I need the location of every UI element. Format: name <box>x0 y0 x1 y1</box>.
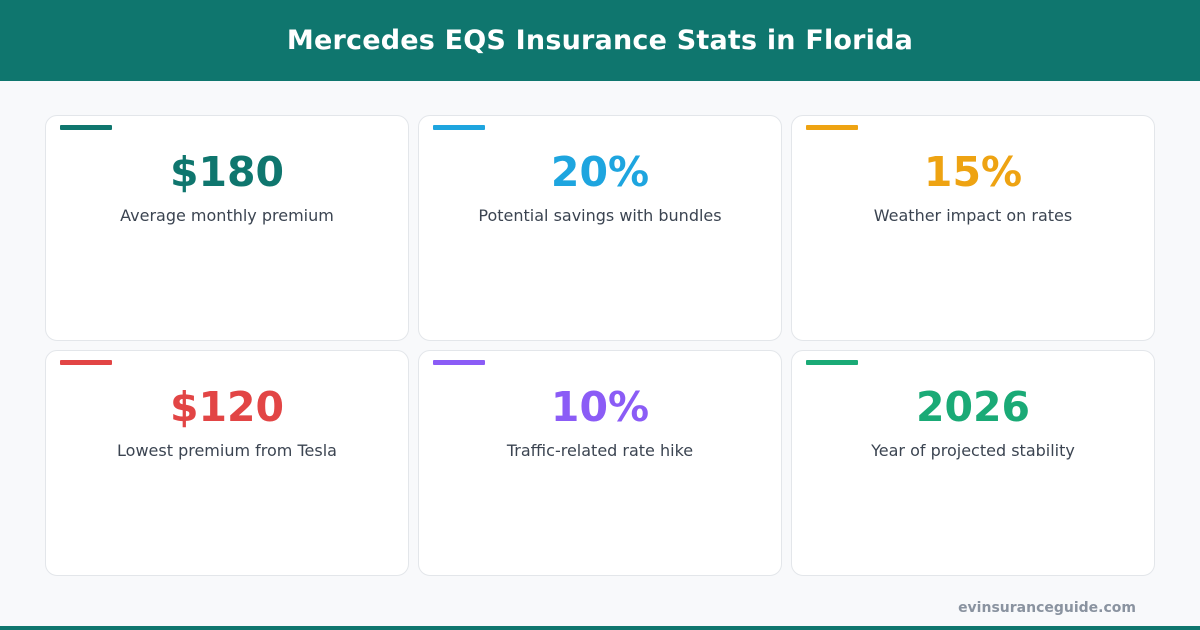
stat-label: Potential savings with bundles <box>478 206 722 225</box>
stat-value: $180 <box>169 148 285 196</box>
footer-divider <box>0 626 1200 630</box>
accent-bar <box>433 125 485 130</box>
page-title: Mercedes EQS Insurance Stats in Florida <box>286 25 914 56</box>
stat-value: 20% <box>550 148 650 196</box>
accent-bar <box>60 125 112 130</box>
stat-value: $120 <box>169 383 285 431</box>
accent-bar <box>60 360 112 365</box>
stat-card-average-premium: $180 Average monthly premium <box>45 115 409 341</box>
stat-label: Year of projected stability <box>871 441 1075 460</box>
stat-label: Lowest premium from Tesla <box>117 441 337 460</box>
site-url: evinsuranceguide.com <box>958 600 1136 616</box>
header-banner: Mercedes EQS Insurance Stats in Florida <box>0 0 1200 81</box>
stat-card-bundle-savings: 20% Potential savings with bundles <box>418 115 782 341</box>
stat-label: Weather impact on rates <box>873 206 1073 225</box>
stat-value: 15% <box>923 148 1023 196</box>
stat-value: 10% <box>550 383 650 431</box>
stat-card-traffic-hike: 10% Traffic-related rate hike <box>418 350 782 576</box>
stats-grid: $180 Average monthly premium 20% Potenti… <box>45 115 1155 576</box>
stat-card-lowest-premium: $120 Lowest premium from Tesla <box>45 350 409 576</box>
accent-bar <box>433 360 485 365</box>
stat-card-projected-stability: 2026 Year of projected stability <box>791 350 1155 576</box>
stat-card-weather-impact: 15% Weather impact on rates <box>791 115 1155 341</box>
stat-value: 2026 <box>915 383 1031 431</box>
accent-bar <box>806 360 858 365</box>
stat-label: Average monthly premium <box>120 206 334 225</box>
accent-bar <box>806 125 858 130</box>
stat-label: Traffic-related rate hike <box>506 441 694 460</box>
